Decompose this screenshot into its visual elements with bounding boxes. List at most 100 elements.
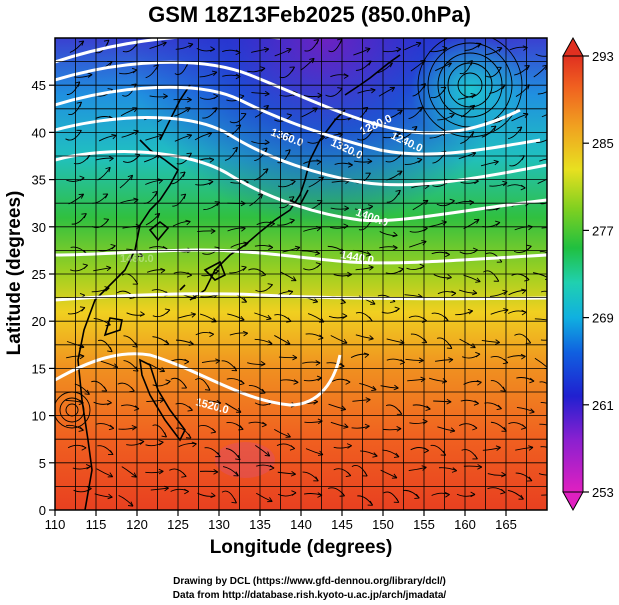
streamline-arrowhead [555,225,560,230]
streamline [330,207,349,210]
streamline [146,399,165,402]
streamline-arrowhead [210,228,216,234]
streamline-arrowhead [161,432,167,438]
streamline [199,71,218,78]
y-tick-label: 15 [32,361,46,376]
streamline-arrowhead [186,133,193,140]
streamline [357,89,376,94]
streamline-arrowhead [292,354,298,361]
streamline-arrowhead [365,251,372,257]
streamline-arrowhead [152,191,158,197]
streamline [254,338,273,345]
streamline [539,423,547,426]
streamline [227,313,245,321]
streamline-arrowhead [107,493,113,500]
streamline [203,400,222,404]
streamline [539,381,547,385]
streamline-arrowhead [108,424,115,431]
streamline [330,421,349,428]
streamline [438,467,457,472]
streamline [405,358,424,362]
streamline-arrowhead [365,47,371,53]
streamline-arrowhead [397,170,403,176]
streamline-arrowhead [521,309,527,316]
streamline-arrowhead [290,470,296,477]
streamline-arrowhead [493,159,499,166]
streamline [351,425,370,429]
streamline-arrowhead [520,424,527,430]
streamline-arrowhead [524,65,530,71]
streamline-arrowhead [451,290,457,297]
streamline-arrowhead [264,451,271,457]
streamline-arrowhead [362,471,368,477]
streamline-arrowhead [343,73,349,79]
streamline-arrowhead [180,193,187,199]
streamline-arrowhead [446,398,452,405]
streamline-arrowhead [165,379,171,385]
colorbar-tick-label: 293 [592,49,614,64]
streamline-arrowhead [313,39,320,45]
streamline [304,420,323,423]
streamline-arrowhead [526,476,533,482]
streamline [537,91,547,95]
streamline [386,109,403,120]
streamline [485,47,503,56]
streamline [541,227,547,229]
streamline-arrowhead [291,490,297,496]
streamline-arrowhead [210,428,217,434]
streamline-arrowhead [552,470,557,475]
streamline-arrowhead [367,129,374,135]
streamline [515,446,534,451]
streamline [145,179,163,185]
streamline-arrowhead [345,379,351,385]
streamline [174,134,192,142]
streamline-arrowhead [475,277,481,283]
map-title: GSM 18Z13Feb2025 (850.0hPa) [148,2,471,27]
streamline [175,339,194,345]
streamline [539,251,547,254]
streamline-arrowhead [139,439,145,445]
y-tick-label: 5 [39,456,46,471]
streamline [403,126,418,139]
streamline-arrowhead [211,70,218,76]
streamline [69,40,85,53]
streamline-arrowhead [518,494,524,500]
streamline [177,313,196,319]
streamline-arrowhead [268,244,274,250]
streamline-arrowhead [472,454,478,460]
streamline-arrowhead [552,450,557,454]
streamline-arrowhead [520,353,526,360]
streamline [282,246,301,253]
streamline-arrowhead [393,384,399,391]
streamline [175,43,194,50]
streamline-arrowhead [210,46,215,52]
streamline-arrowhead [285,432,291,438]
streamline-arrowhead [260,360,266,367]
streamline-arrowhead [108,155,114,162]
streamline-arrowhead [343,423,349,429]
x-tick-label: 140 [290,517,312,532]
streamline [541,494,547,496]
streamline-arrowhead [285,339,291,345]
streamline-arrowhead [552,107,557,111]
streamline-arrowhead [417,106,423,112]
y-tick-label: 0 [39,503,46,518]
streamline-arrowhead [315,360,321,366]
streamline-arrowhead [264,90,270,97]
streamline [194,132,212,141]
streamline-arrowhead [161,41,167,47]
streamline [380,385,399,389]
streamline-arrowhead [444,491,450,498]
streamline-arrowhead [389,86,396,92]
x-tick-label: 115 [86,517,107,532]
streamline-arrowhead [345,471,352,477]
streamline-arrowhead [550,388,555,392]
streamline-arrowhead [363,352,370,359]
streamline-arrowhead [392,231,398,238]
streamline-arrowhead [398,267,404,273]
streamline-arrowhead [107,347,113,353]
streamline-arrowhead [393,497,400,503]
streamline-arrowhead [416,157,423,164]
streamline [95,157,114,161]
credit-line-1: Drawing by DCL (https://www.gfd-dennou.o… [173,576,446,587]
